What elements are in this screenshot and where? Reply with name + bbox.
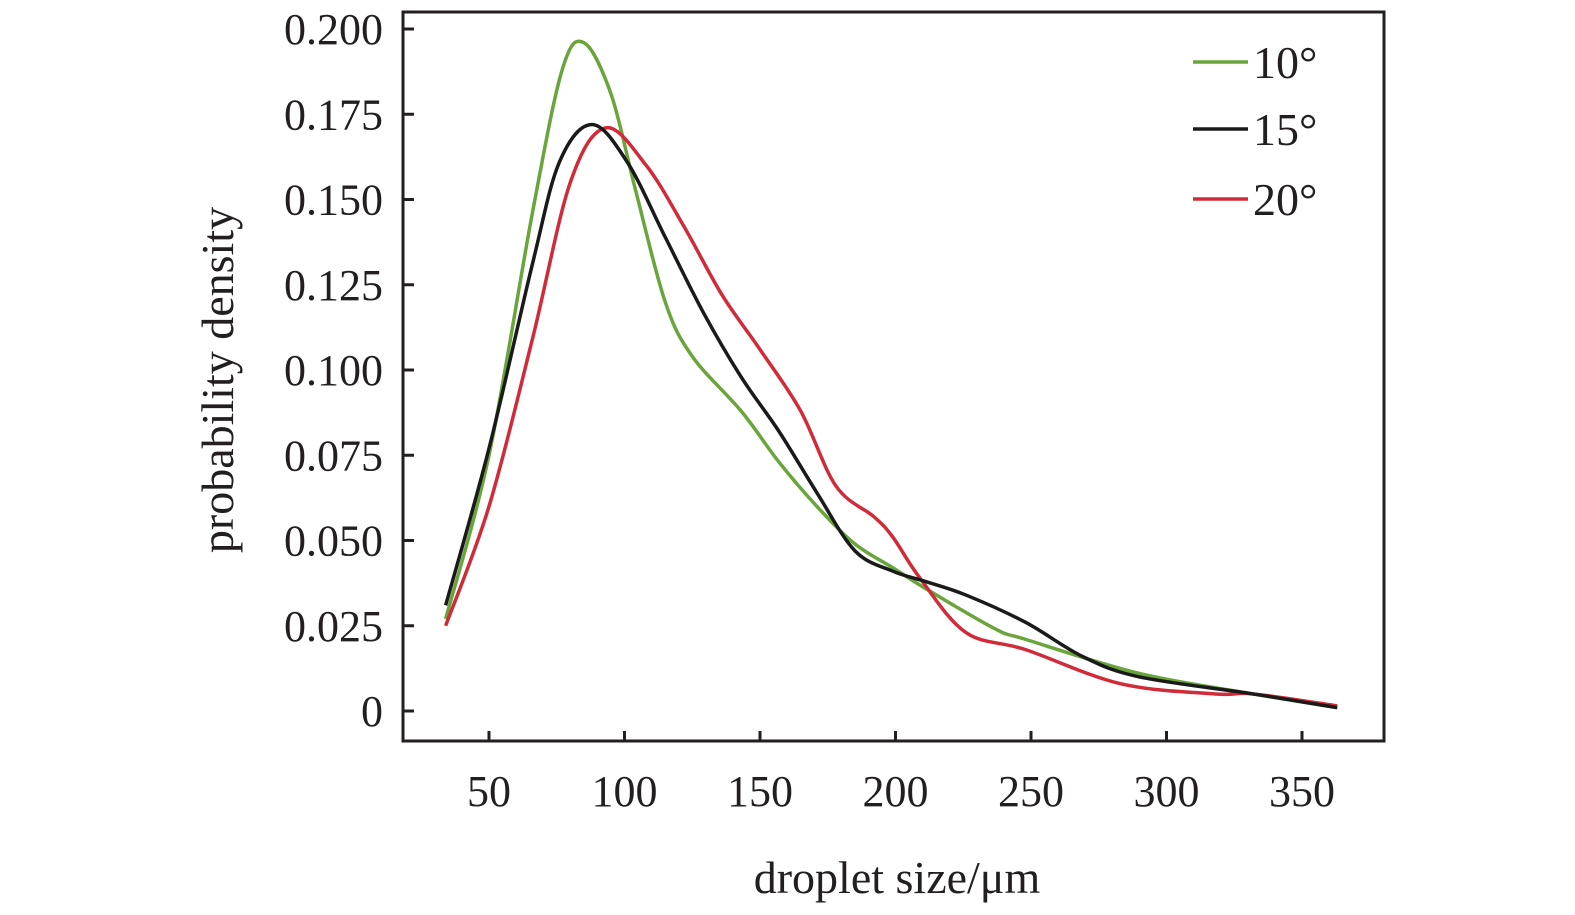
y-tick-label: 0.025	[284, 602, 383, 651]
legend: 10° 15° 20°	[1193, 37, 1317, 225]
x-tick-label: 200	[863, 767, 929, 816]
x-tick-label: 350	[1269, 767, 1335, 816]
legend-label: 20°	[1253, 174, 1317, 225]
x-tick-label: 150	[727, 767, 793, 816]
x-axis-ticks: 50 100 150 200 250 300 350	[467, 731, 1335, 816]
series-line-20deg	[443, 126, 1338, 708]
legend-label: 10°	[1253, 37, 1317, 88]
y-tick-label: 0.100	[284, 346, 383, 395]
plot-frame	[401, 10, 1386, 743]
y-tick-label: 0.075	[284, 431, 383, 480]
series-line-10deg	[443, 39, 1338, 710]
x-axis-title: droplet size/μm	[754, 852, 1041, 903]
y-tick-label: 0.200	[284, 5, 383, 54]
x-tick-label: 250	[998, 767, 1064, 816]
y-axis-title: probability density	[192, 207, 243, 553]
y-tick-label: 0	[361, 687, 383, 736]
y-tick-label: 0.175	[284, 90, 383, 139]
y-tick-label: 0.125	[284, 261, 383, 310]
x-tick-label: 300	[1134, 767, 1200, 816]
legend-label: 15°	[1253, 104, 1317, 155]
x-tick-label: 100	[592, 767, 658, 816]
y-axis-ticks: 0 0.025 0.050 0.075 0.100 0.125 0.150 0.175 0.20…	[284, 5, 414, 736]
series-lines	[443, 39, 1338, 710]
series-line-15deg	[443, 122, 1338, 710]
x-tick-label: 50	[467, 767, 511, 816]
y-tick-label: 0.150	[284, 176, 383, 225]
y-tick-label: 0.050	[284, 517, 383, 566]
